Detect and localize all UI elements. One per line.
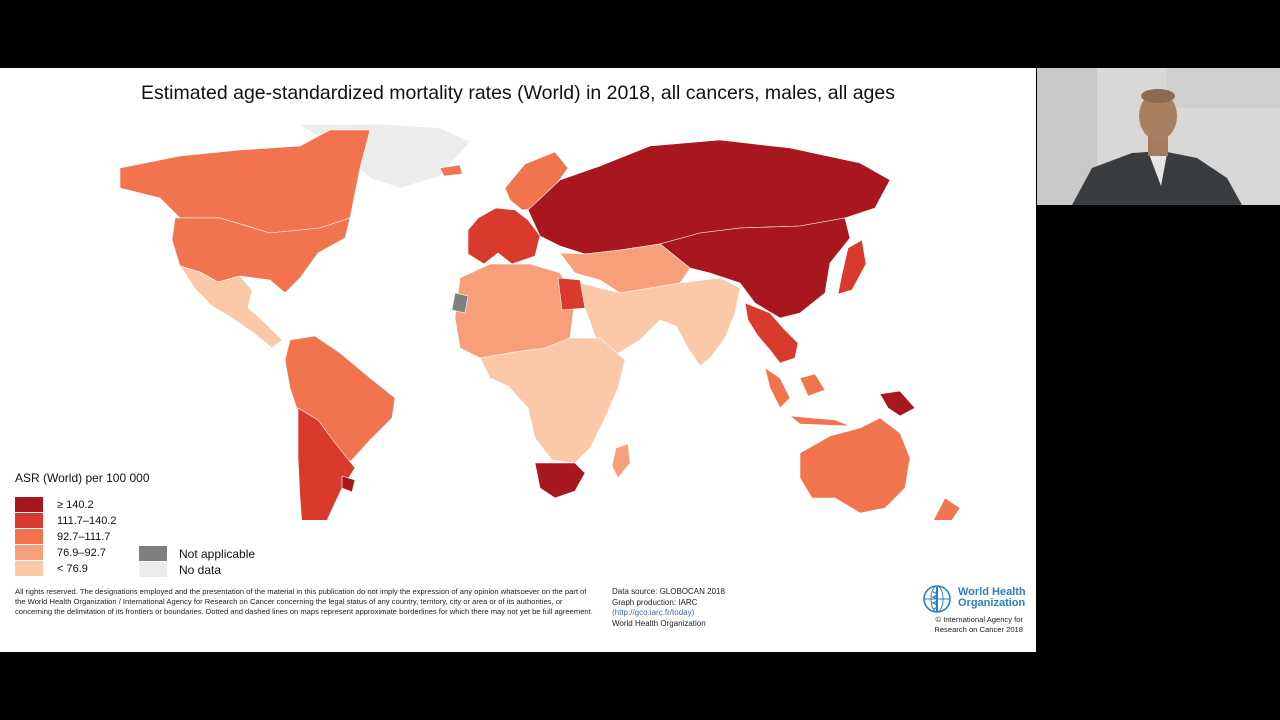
disclaimer-text: All rights reserved. The designations em…	[15, 587, 593, 617]
data-source: Data source: GLOBOCAN 2018	[612, 587, 725, 596]
graph-production: Graph production: IARC	[612, 597, 698, 607]
legend-swatch	[139, 562, 167, 577]
legend-item: 92.7–111.7	[15, 529, 110, 544]
legend-swatch	[15, 513, 43, 528]
southeast-asia	[744, 302, 799, 364]
legend-not-applicable: Not applicable	[139, 546, 255, 561]
southern-africa	[534, 462, 586, 499]
egypt	[557, 277, 586, 311]
mexico-central-america	[179, 265, 283, 349]
iarc-copyright: © International Agency for Research on C…	[934, 615, 1023, 634]
central-africa	[479, 337, 626, 464]
webcam-feed	[1037, 68, 1280, 205]
china-mongolia	[659, 217, 851, 319]
source-org: World Health Organization	[612, 618, 706, 628]
legend-item: < 76.9	[15, 561, 88, 576]
western-sahara	[451, 292, 469, 314]
legend-label: ≥ 140.2	[57, 498, 94, 511]
japan-korea	[837, 239, 867, 295]
slide-title: Estimated age-standardized mortality rat…	[141, 82, 895, 104]
source-link[interactable]: (http://gco.iarc.fr/today)	[612, 608, 695, 617]
australia	[799, 417, 911, 514]
legend-label: 92.7–111.7	[57, 530, 111, 543]
legend-label: < 76.9	[57, 562, 88, 575]
legend-swatch	[15, 529, 43, 544]
source-block: Data source: GLOBOCAN 2018 Graph product…	[612, 587, 772, 629]
legend-swatch	[15, 545, 43, 560]
legend-label: No data	[179, 562, 222, 577]
papua-new-guinea	[879, 390, 916, 417]
legend-item: 111.7–140.2	[15, 513, 117, 528]
legend-item: ≥ 140.2	[15, 497, 94, 512]
canada	[119, 129, 371, 234]
who-emblem-icon	[923, 585, 951, 613]
argentina-chile	[297, 407, 356, 520]
presenter-video	[1037, 68, 1280, 205]
legend-label: Not applicable	[179, 546, 256, 561]
indonesia	[764, 367, 851, 427]
who-name: World Health Organization	[958, 586, 1026, 609]
legend-title: ASR (World) per 100 000	[15, 471, 150, 485]
western-europe	[467, 207, 541, 265]
new-zealand	[933, 497, 961, 520]
legend-swatch	[139, 546, 167, 561]
legend-label: 76.9–92.7	[57, 546, 106, 559]
legend-no-data: No data	[139, 562, 221, 577]
legend-swatch	[15, 497, 43, 512]
world-map	[119, 123, 961, 520]
presentation-slide: Estimated age-standardized mortality rat…	[0, 68, 1036, 652]
legend-swatch	[15, 561, 43, 576]
madagascar	[611, 443, 631, 479]
uruguay	[341, 475, 356, 493]
legend-item: 76.9–92.7	[15, 545, 106, 560]
legend-label: 111.7–140.2	[57, 514, 117, 527]
